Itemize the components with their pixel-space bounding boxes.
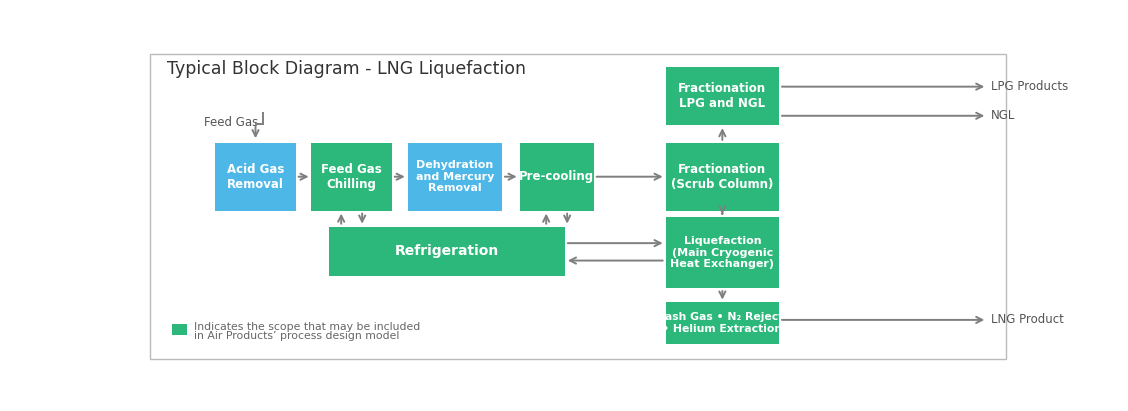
- Text: Typical Block Diagram - LNG Liquefaction: Typical Block Diagram - LNG Liquefaction: [167, 60, 527, 79]
- Text: • Flash Gas • N₂ Rejection
• Helium Extraction: • Flash Gas • N₂ Rejection • Helium Extr…: [643, 312, 802, 334]
- Text: Pre-cooling: Pre-cooling: [519, 170, 594, 183]
- FancyBboxPatch shape: [215, 143, 296, 211]
- Text: in Air Products’ process design model: in Air Products’ process design model: [194, 331, 399, 342]
- Text: Feed Gas
Chilling: Feed Gas Chilling: [321, 163, 382, 191]
- Text: Liquefaction
(Main Cryogenic
Heat Exchanger): Liquefaction (Main Cryogenic Heat Exchan…: [670, 236, 774, 269]
- Text: Indicates the scope that may be included: Indicates the scope that may be included: [194, 322, 421, 332]
- FancyBboxPatch shape: [150, 54, 1006, 360]
- FancyBboxPatch shape: [329, 226, 565, 276]
- Text: Fractionation
LPG and NGL: Fractionation LPG and NGL: [678, 82, 766, 110]
- FancyBboxPatch shape: [407, 143, 502, 211]
- Text: Refrigeration: Refrigeration: [395, 244, 499, 258]
- Text: Fractionation
(Scrub Column): Fractionation (Scrub Column): [671, 163, 774, 191]
- Text: LNG Product: LNG Product: [990, 314, 1064, 326]
- FancyBboxPatch shape: [520, 143, 593, 211]
- Text: Dehydration
and Mercury
Removal: Dehydration and Mercury Removal: [415, 160, 494, 193]
- Text: Acid Gas
Removal: Acid Gas Removal: [227, 163, 284, 191]
- Text: NGL: NGL: [990, 109, 1015, 122]
- FancyBboxPatch shape: [666, 302, 779, 344]
- FancyBboxPatch shape: [666, 67, 779, 125]
- FancyBboxPatch shape: [171, 324, 187, 335]
- FancyBboxPatch shape: [666, 143, 779, 211]
- Text: LPG Products: LPG Products: [990, 80, 1068, 93]
- FancyBboxPatch shape: [311, 143, 391, 211]
- FancyBboxPatch shape: [666, 217, 779, 288]
- Text: Feed Gas: Feed Gas: [204, 115, 258, 129]
